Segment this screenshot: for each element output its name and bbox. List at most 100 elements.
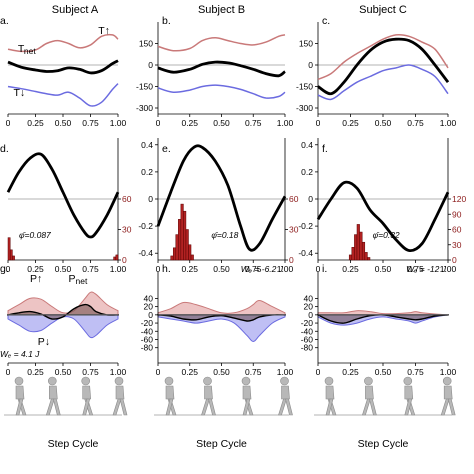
y-tick-label: 0 (308, 194, 313, 204)
walking-figure-icon (361, 376, 377, 416)
y-tick-label: 0.4 (141, 140, 153, 150)
hist-bar (364, 252, 368, 261)
x-tick-label: 0.50 (213, 118, 230, 128)
right-tick-label: 0 (452, 255, 457, 265)
panel-label: f. (322, 143, 328, 155)
hist-bar (367, 257, 371, 261)
x-tick-label: 0.50 (375, 367, 392, 377)
hist-bar (356, 224, 360, 261)
x-tick-label: 0.25 (342, 264, 359, 274)
y-tick-label: -0.2 (298, 221, 313, 231)
walker-head (14, 376, 24, 386)
y-tick-label: -150 (136, 82, 153, 92)
right-tick-label: 90 (452, 209, 462, 219)
walker-leg (119, 398, 128, 416)
x-tick-label: 1.00 (440, 264, 457, 274)
y-tick-label: 0.2 (301, 167, 313, 177)
x-axis-label: Step Cycle (196, 438, 247, 450)
series-line-1 (7, 59, 119, 75)
hist-bar (175, 234, 179, 261)
column-title: Subject C (359, 4, 407, 16)
y-tick-label: -300 (296, 103, 313, 113)
x-tick-label: 0.75 (82, 118, 99, 128)
y-tick-label: 0.2 (141, 167, 153, 177)
walker-torso (443, 385, 453, 400)
right-tick-label: 0 (122, 255, 127, 265)
x-tick-label: 0.75 (245, 367, 262, 377)
work-label: Wₑ = -12 J (406, 264, 447, 274)
walker-leg (45, 398, 55, 416)
power-net-area (157, 314, 286, 322)
panel-label: i. (322, 263, 327, 275)
walker-leg (112, 398, 122, 416)
x-tick-label: 0.25 (181, 264, 198, 274)
panel-label: c. (322, 15, 330, 27)
y-tick-label: -40 (301, 326, 314, 336)
walker-leg (369, 398, 377, 416)
y-tick-label: 40 (304, 293, 314, 303)
x-tick-label: 0.50 (55, 264, 72, 274)
x-tick-label: 0.25 (181, 118, 198, 128)
x-tick-label: 0 (316, 118, 321, 128)
x-tick-label: 0.25 (181, 367, 198, 377)
y-tick-label: 0 (308, 60, 313, 70)
walker-torso (82, 385, 92, 400)
x-tick-label: 1.00 (277, 264, 294, 274)
y-tick-label: 150 (139, 39, 153, 49)
walker-leg (285, 398, 293, 416)
x-tick-label: 0 (316, 367, 321, 377)
phase-curve (6, 152, 120, 239)
walking-figure-icon (45, 376, 61, 416)
right-tick-label: 120 (452, 194, 466, 204)
hist-bar (180, 203, 184, 261)
panel-label: a. (0, 15, 9, 27)
x-tick-label: 0.75 (407, 264, 424, 274)
x-tick-label: 0.25 (27, 367, 44, 377)
x-tick-label: 0.50 (55, 367, 72, 377)
x-tick-label: 0.50 (375, 118, 392, 128)
walker-torso (325, 385, 335, 400)
panel-label: g. (0, 263, 9, 275)
x-tick-label: 0.50 (213, 367, 230, 377)
x-tick-label: 0 (156, 367, 161, 377)
column-title: Subject A (52, 4, 99, 16)
walker-leg (52, 398, 61, 416)
walker-torso (165, 385, 175, 400)
panel-label: e. (162, 143, 171, 155)
walker-head (203, 376, 212, 386)
hist-bar (170, 255, 174, 261)
y-tick-label: -60 (301, 334, 314, 344)
walker-head (164, 376, 174, 386)
x-tick-label: 0.75 (245, 118, 262, 128)
y-tick-label: 20 (304, 302, 314, 312)
y-tick-label: -80 (301, 343, 314, 353)
hist-bar (185, 229, 189, 261)
walker-leg (278, 398, 287, 416)
walker-head (280, 376, 289, 386)
walker-leg (15, 398, 24, 416)
walking-figure-icon (164, 376, 177, 416)
x-tick-label: 0.25 (27, 118, 44, 128)
y-tick-label: 40 (144, 293, 154, 303)
walker-torso (115, 385, 125, 400)
series-line-0 (157, 34, 286, 52)
walking-figure-icon (14, 376, 27, 416)
power-net-area (7, 303, 119, 320)
hist-bar (188, 244, 192, 261)
walking-figure-icon (112, 376, 128, 416)
power-net-area (317, 314, 449, 324)
phi-bar-label: φ̄=0.32 (373, 230, 400, 240)
walking-figure-icon (241, 376, 254, 416)
hist-bar (351, 247, 355, 261)
series-line-2 (317, 64, 449, 101)
x-axis-label: Step Cycle (358, 438, 409, 450)
x-tick-label: 1.00 (110, 118, 127, 128)
panel-label: b. (162, 15, 171, 27)
right-tick-label: 30 (122, 225, 132, 235)
walker-leg (325, 398, 334, 416)
series-label-net-sub: net (24, 46, 36, 56)
y-tick-label: -0.4 (138, 248, 153, 258)
x-tick-label: 1.00 (277, 367, 294, 377)
y-tick-label: 20 (144, 302, 154, 312)
y-tick-label: -150 (296, 82, 313, 92)
